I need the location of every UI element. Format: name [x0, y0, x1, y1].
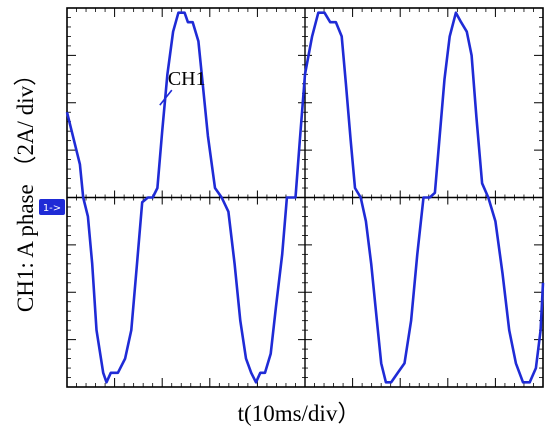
ch1-annotation: CH1 [159, 68, 206, 106]
channel-1-marker-text: 1-> [43, 203, 61, 214]
plot-grid [66, 7, 544, 388]
ch1-trace [65, 11, 545, 384]
channel-1-marker: 1-> [39, 199, 65, 215]
x-axis-label: t(10ms/div） [238, 401, 361, 426]
y-axis-label: CH1: A phase （2A/ div） [13, 63, 38, 312]
ch1-annotation-leader [159, 89, 173, 106]
ch1-annotation-label: CH1 [168, 68, 206, 90]
